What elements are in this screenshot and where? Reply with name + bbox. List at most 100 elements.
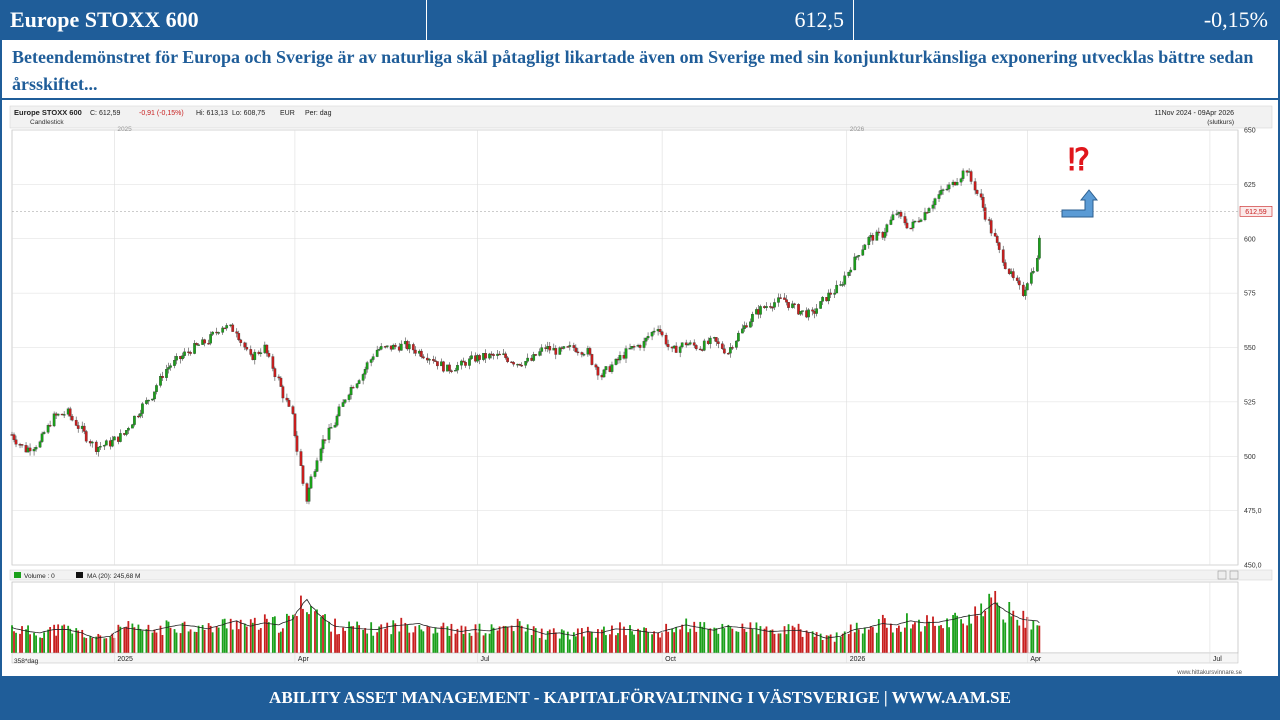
candle-body (253, 351, 257, 360)
candle-body (237, 333, 241, 341)
candle-body (574, 347, 578, 353)
volume-bar (105, 638, 108, 653)
volume-bar (139, 628, 142, 653)
candle-body (245, 346, 249, 350)
volume-bar (344, 630, 346, 653)
candle-body (159, 376, 162, 386)
candle-body (46, 425, 50, 433)
volume-bar (946, 618, 948, 653)
volume-bar (625, 635, 627, 653)
candle-body (271, 356, 275, 369)
candle-body (945, 188, 949, 191)
volume-bar (334, 618, 336, 653)
volume-bar (175, 632, 178, 653)
candle-body (895, 213, 899, 215)
candle-body (1015, 277, 1019, 281)
candle-body (777, 297, 780, 303)
volume-bar (39, 637, 41, 653)
candle-body (155, 385, 158, 392)
volume-bar (103, 638, 106, 653)
volume-bar (285, 613, 288, 653)
volume-bar (422, 631, 425, 653)
volume-bar (590, 631, 593, 653)
volume-bar (910, 628, 912, 653)
candle-body (807, 309, 810, 318)
candle-body (793, 303, 796, 305)
volume-bar (938, 625, 940, 653)
volume-bar (611, 625, 613, 653)
candle-body (137, 415, 140, 418)
candle-body (454, 370, 457, 372)
volume-bar (420, 629, 423, 653)
volume-bar (693, 621, 696, 653)
volume-bar (779, 633, 782, 653)
volume-bar (201, 625, 204, 653)
volume-bar (709, 628, 712, 653)
close-icon[interactable] (1229, 570, 1239, 580)
volume-bar (434, 627, 437, 653)
volume-bar (95, 636, 98, 653)
volume-bar (235, 621, 238, 653)
volume-bar (839, 636, 842, 653)
candle-body (62, 414, 66, 416)
volume-bar (496, 630, 499, 653)
candle-body (379, 346, 383, 350)
candle-body (568, 345, 572, 347)
candle-body (347, 394, 351, 400)
candle-body (646, 335, 650, 339)
volume-bar (554, 632, 557, 653)
volume-bar (532, 626, 535, 653)
volume-bar (982, 616, 985, 653)
volume-bar (582, 636, 585, 653)
candle-body (678, 346, 682, 353)
high-label: Hi: 613,13 (196, 110, 228, 117)
candle-body (558, 347, 562, 355)
volume-bar (749, 622, 752, 653)
volume-bar (13, 631, 15, 653)
candle-body (127, 427, 130, 431)
candle-body (197, 344, 200, 346)
volume-bar (595, 637, 597, 653)
candle-body (193, 343, 196, 354)
volume-bar (520, 625, 523, 653)
volume-bar (904, 627, 906, 653)
volume-bar (869, 626, 872, 653)
candle-body (504, 353, 507, 358)
volume-bar (464, 626, 467, 653)
candle-body (923, 212, 927, 221)
candle-body (421, 356, 425, 359)
volume-bar (1018, 625, 1021, 653)
volume-bar (384, 628, 387, 653)
chart-area: Europe STOXX 600 Candlestick C: 612,59 -… (0, 100, 1280, 676)
volume-bar (41, 637, 43, 653)
candle-body (462, 360, 465, 363)
candle-body (470, 355, 473, 359)
volume-bar (867, 629, 870, 653)
volume-bar (1002, 619, 1005, 653)
low-label: Lo: 608,75 (232, 110, 265, 117)
volume-bar (659, 637, 662, 653)
volume-bar (263, 614, 266, 653)
price-grid: 2025 2026 (11, 126, 1239, 566)
volume-bar (271, 617, 274, 653)
volume-bar (378, 626, 381, 653)
volume-bar (597, 629, 599, 653)
volume-bar (436, 632, 439, 653)
candle-body (919, 219, 923, 222)
volume-bar (667, 631, 670, 653)
candle-body (399, 343, 403, 351)
volume-bar (990, 597, 993, 653)
candle-body (235, 331, 239, 334)
candle-body (875, 231, 879, 241)
candle-body (797, 304, 800, 315)
volume-bar (408, 632, 411, 653)
candle-body (534, 354, 538, 356)
minimize-icon[interactable] (1217, 570, 1227, 580)
volume-bar (942, 628, 944, 653)
volume-bar (141, 630, 144, 653)
volume-bar (428, 627, 431, 653)
candle-body (442, 361, 445, 372)
volume-bar (737, 631, 740, 653)
candle-body (741, 328, 744, 334)
volume-bar (751, 628, 754, 653)
